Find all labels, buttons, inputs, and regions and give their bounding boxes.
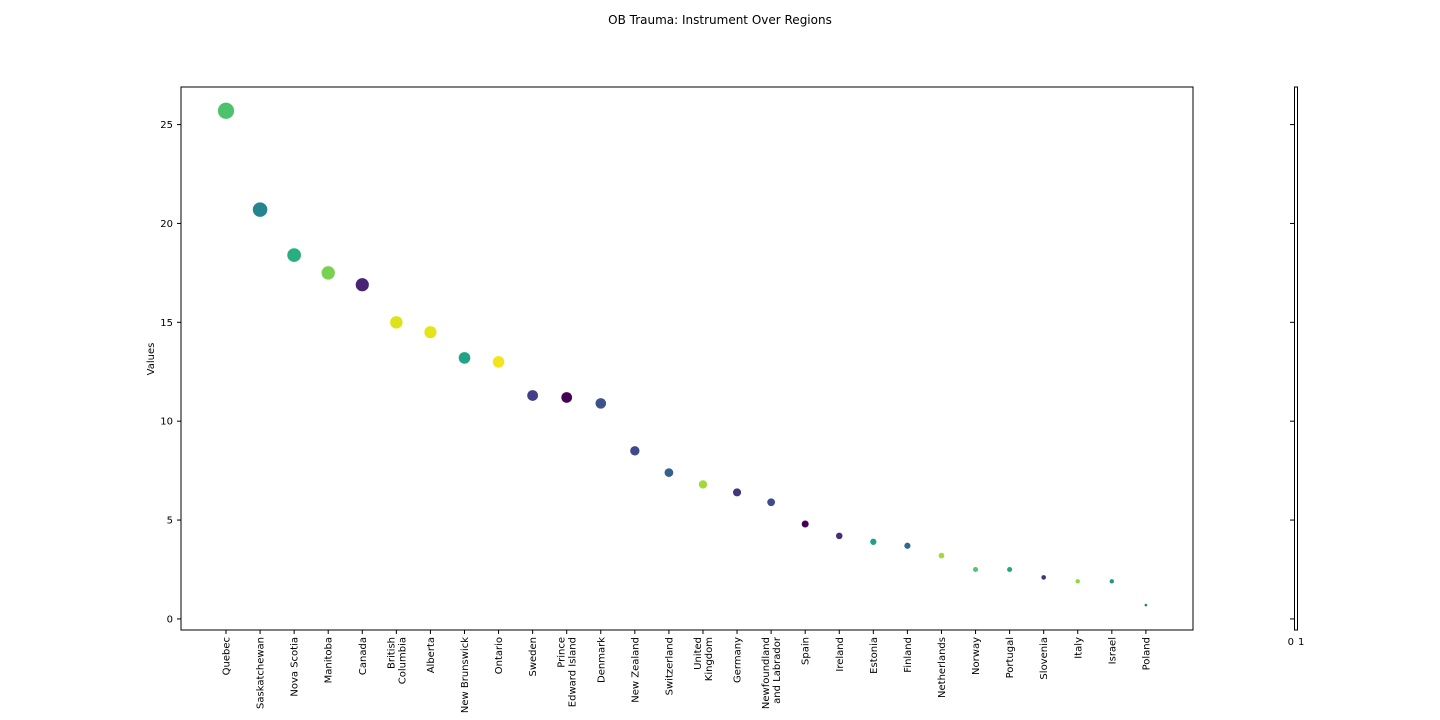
data-point — [698, 480, 708, 489]
plot-area — [180, 86, 1194, 631]
data-point — [630, 446, 640, 456]
x-tick-label: Alberta — [426, 637, 437, 673]
x-tick-label: Poland — [1141, 637, 1152, 670]
data-point — [390, 316, 403, 329]
x-tick-label: Ontario — [494, 637, 505, 674]
y-axis-label: Values — [146, 343, 157, 376]
x-tick-label: New Brunswick — [460, 637, 471, 713]
y-tick-label: 15 — [160, 318, 173, 329]
y-tick-label: 0 — [167, 614, 173, 625]
x-tick-label: Slovenia — [1039, 637, 1050, 680]
x-tick-label: Sweden — [528, 637, 539, 677]
data-point — [870, 538, 877, 545]
x-tick-label: Denmark — [596, 637, 607, 683]
x-tick-label: Newfoundlandand Labrador — [761, 636, 783, 709]
data-point — [938, 552, 945, 559]
data-point — [1109, 579, 1115, 584]
data-point — [355, 278, 369, 292]
data-point — [252, 202, 268, 217]
x-tick-label: Norway — [971, 637, 982, 675]
colorbar-tick-label: 0 — [1288, 637, 1294, 648]
data-point — [492, 356, 505, 368]
data-point — [973, 566, 979, 573]
x-tick-label: Italy — [1073, 637, 1084, 659]
x-tick-label: Portugal — [1005, 637, 1016, 678]
data-point — [733, 488, 742, 497]
y-tick-label: 10 — [160, 417, 173, 428]
x-tick-label: UnitedKingdom — [693, 637, 715, 681]
data-point — [767, 498, 776, 507]
data-point — [1007, 566, 1013, 573]
data-point — [1075, 579, 1080, 584]
data-point — [287, 248, 302, 262]
x-tick-label: Netherlands — [937, 637, 948, 698]
x-tick-label: Manitoba — [324, 637, 335, 683]
x-tick-label: Nova Scotia — [290, 637, 301, 697]
data-point — [835, 532, 843, 540]
data-point — [458, 352, 471, 364]
x-tick-label: Canada — [358, 637, 369, 675]
colorbar-frame — [1294, 86, 1298, 631]
x-tick-label: New Zealand — [630, 637, 641, 703]
data-point — [527, 390, 539, 401]
x-tick-label: BritishColumbia — [386, 637, 408, 684]
data-point — [595, 398, 607, 409]
chart-title: OB Trauma: Instrument Over Regions — [608, 13, 832, 27]
data-point — [424, 326, 437, 339]
x-tick-label: Spain — [801, 637, 812, 665]
colorbar-tick-label: 1 — [1298, 637, 1304, 648]
data-point — [904, 542, 911, 549]
x-tick-label: Israel — [1107, 637, 1118, 664]
data-point — [664, 468, 674, 477]
data-point — [1144, 603, 1148, 607]
colorbar: 0 1 — [1288, 86, 1304, 648]
x-tick-label: Ireland — [835, 637, 846, 672]
y-tick-label: 5 — [167, 516, 173, 527]
y-tick-label: 25 — [160, 120, 173, 131]
x-tick-label: Quebec — [222, 637, 233, 675]
data-point — [217, 102, 235, 119]
y-tick-label: 20 — [160, 219, 173, 230]
data-point — [1041, 575, 1046, 580]
x-tick-label: Estonia — [869, 637, 880, 674]
data-point — [801, 520, 809, 528]
x-tick-label: Switzerland — [664, 637, 675, 695]
x-tick-label: Finland — [903, 637, 914, 673]
x-tick-label: Saskatchewan — [256, 637, 267, 709]
data-point — [561, 392, 573, 403]
data-point — [321, 266, 335, 280]
x-tick-label: Germany — [733, 637, 744, 683]
x-tick-label: PrinceEdward Island — [557, 637, 579, 707]
